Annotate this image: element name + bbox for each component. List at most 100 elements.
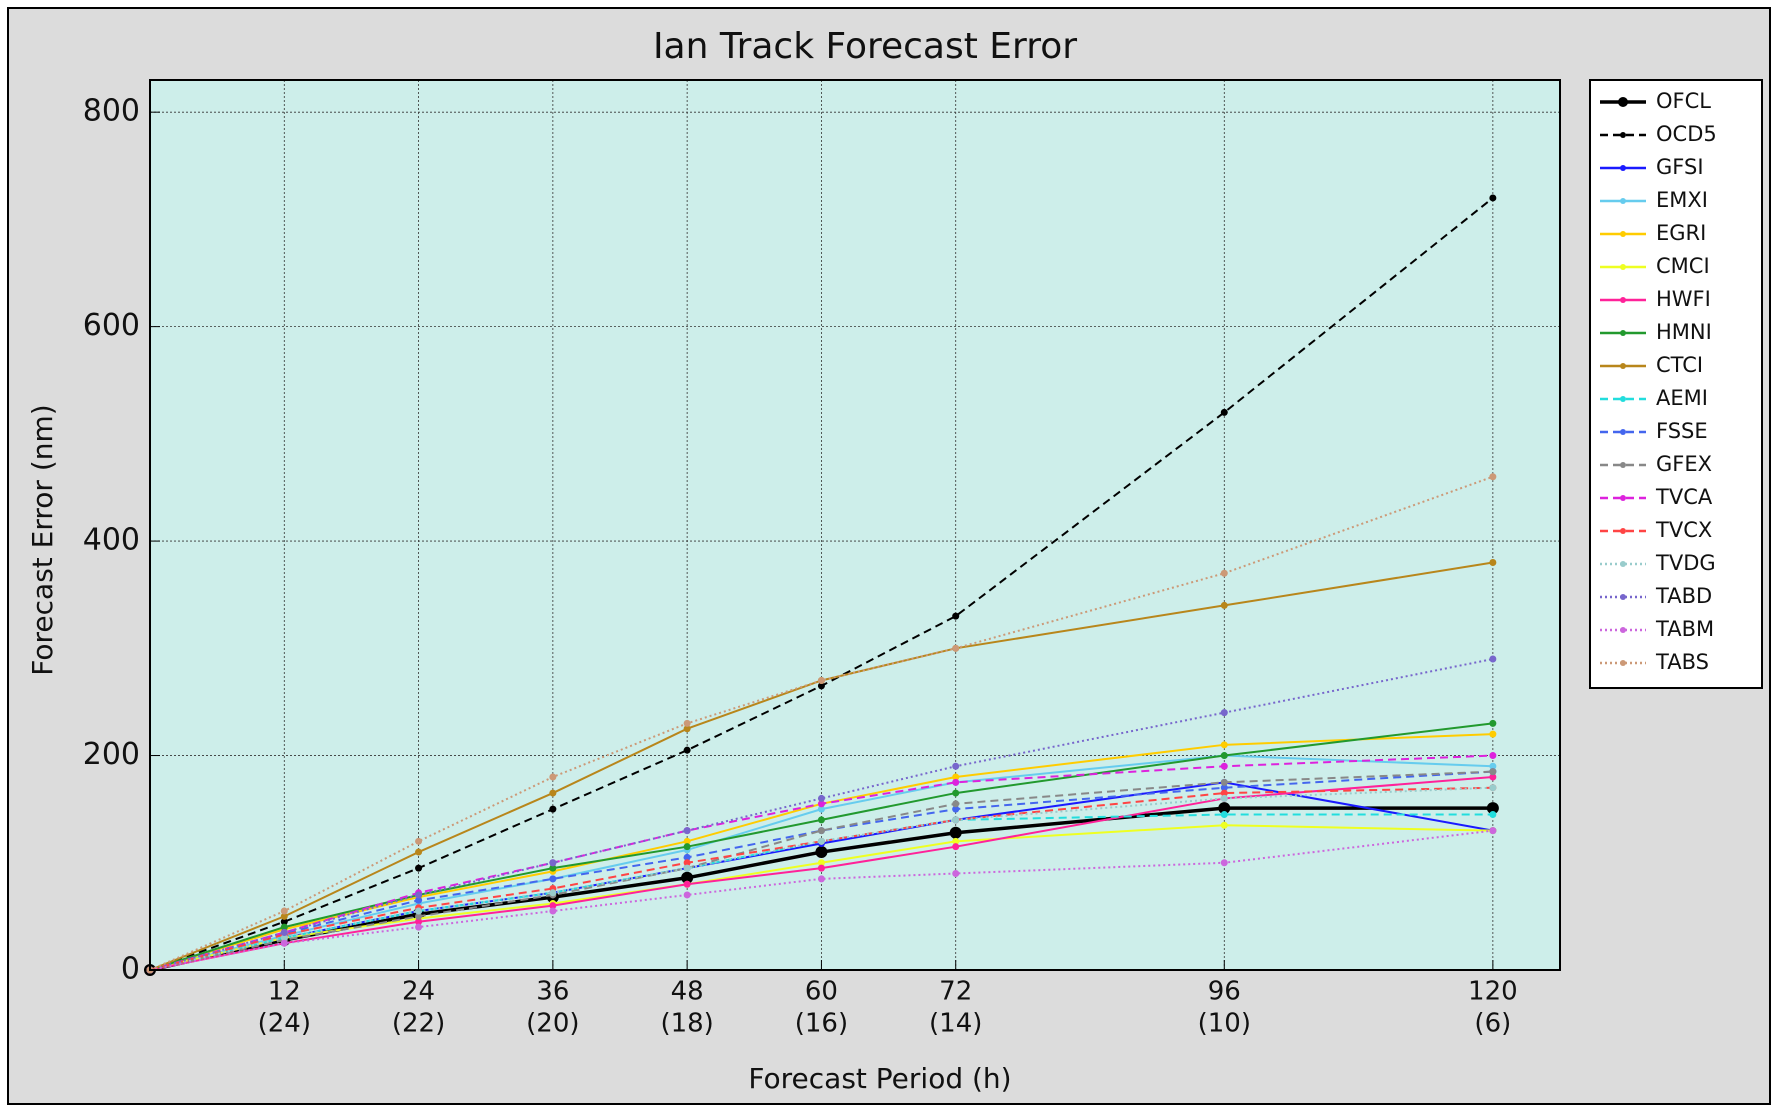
data-point <box>683 859 691 867</box>
data-point <box>1220 794 1228 802</box>
data-point <box>683 725 691 733</box>
data-point <box>549 889 557 897</box>
x-tick-label: 60 <box>805 977 838 1007</box>
data-point <box>549 907 557 915</box>
y-tick-label: 600 <box>83 308 140 343</box>
legend-marker <box>1620 627 1626 633</box>
data-point <box>952 644 960 652</box>
data-point <box>952 805 960 813</box>
data-point <box>683 843 691 851</box>
data-point <box>1220 821 1228 829</box>
data-point <box>952 612 960 620</box>
x-tick-count: (10) <box>1198 1009 1251 1039</box>
legend-marker <box>1618 97 1628 107</box>
legend-marker <box>1620 396 1626 402</box>
data-point <box>1220 752 1228 760</box>
data-point <box>817 816 825 824</box>
legend-marker <box>1620 165 1626 171</box>
legend-marker <box>1620 198 1626 204</box>
legend-marker <box>1620 462 1626 468</box>
data-point <box>280 939 288 947</box>
chart-title: Ian Track Forecast Error <box>653 26 1077 67</box>
data-point <box>817 875 825 883</box>
data-point <box>415 864 423 872</box>
legend-label: OCD5 <box>1656 122 1717 146</box>
legend-label: GFSI <box>1656 155 1704 179</box>
data-point <box>1220 789 1228 797</box>
data-point <box>280 907 288 915</box>
legend-marker <box>1620 594 1626 600</box>
x-tick-count: (18) <box>660 1009 713 1039</box>
data-point <box>1489 655 1497 663</box>
legend-label: OFCL <box>1656 89 1711 113</box>
data-point <box>415 896 423 904</box>
data-point <box>683 891 691 899</box>
data-point <box>952 800 960 808</box>
data-point <box>1489 811 1497 819</box>
legend-marker <box>1620 660 1626 666</box>
legend-label: FSSE <box>1656 419 1708 443</box>
x-tick-label: 96 <box>1208 977 1241 1007</box>
x-tick-label: 24 <box>402 977 435 1007</box>
data-point <box>949 826 962 839</box>
legend-label: GFEX <box>1656 452 1712 476</box>
data-point <box>1220 569 1228 577</box>
x-tick-count: (22) <box>392 1009 445 1039</box>
series-line <box>149 197 1494 971</box>
legend-label: CMCI <box>1656 254 1710 278</box>
data-point <box>1220 811 1228 819</box>
data-point <box>415 848 423 856</box>
y-tick-label: 800 <box>83 94 140 129</box>
legend-label: TABM <box>1655 617 1714 641</box>
legend-marker <box>1620 495 1626 501</box>
legend-marker <box>1620 264 1626 270</box>
data-point <box>681 871 694 884</box>
legend-marker <box>1620 330 1626 336</box>
data-point <box>549 859 557 867</box>
y-tick-label: 0 <box>121 952 140 987</box>
data-point <box>683 827 691 835</box>
legend-label: TVDG <box>1655 551 1716 575</box>
data-point <box>952 816 960 824</box>
data-point <box>280 928 288 936</box>
legend-label: HMNI <box>1656 320 1712 344</box>
data-point <box>817 794 825 802</box>
legend-marker <box>1620 561 1626 567</box>
y-tick-label: 400 <box>83 523 140 558</box>
data-point <box>952 762 960 770</box>
legend-label: TABS <box>1655 650 1709 674</box>
legend-label: EGRI <box>1656 221 1706 245</box>
data-point <box>549 773 557 781</box>
data-point <box>415 907 423 915</box>
data-point <box>1489 730 1497 738</box>
x-tick-count: (20) <box>526 1009 579 1039</box>
data-point <box>549 805 557 813</box>
data-point <box>683 864 691 872</box>
data-point <box>817 859 825 867</box>
y-tick-label: 200 <box>83 737 140 772</box>
legend-marker <box>1620 231 1626 237</box>
x-tick-label: 72 <box>939 977 972 1007</box>
data-point <box>683 853 691 861</box>
legend-label: AEMI <box>1656 386 1708 410</box>
x-tick-count: (24) <box>258 1009 311 1039</box>
legend-label: EMXI <box>1656 188 1708 212</box>
legend-label: TVCA <box>1655 485 1713 509</box>
data-point <box>549 875 557 883</box>
data-point <box>1220 784 1228 792</box>
data-point <box>817 837 825 845</box>
data-point <box>415 891 423 899</box>
legend-marker <box>1620 297 1626 303</box>
data-point <box>1489 473 1497 481</box>
data-point <box>280 912 288 920</box>
legend-label: TABD <box>1655 584 1712 608</box>
legend-label: HWFI <box>1656 287 1711 311</box>
x-tick-label: 36 <box>536 977 569 1007</box>
data-point <box>817 676 825 684</box>
legend-marker <box>1620 132 1626 138</box>
data-point <box>1220 601 1228 609</box>
data-point <box>1220 859 1228 867</box>
data-point <box>952 869 960 877</box>
data-point <box>549 789 557 797</box>
